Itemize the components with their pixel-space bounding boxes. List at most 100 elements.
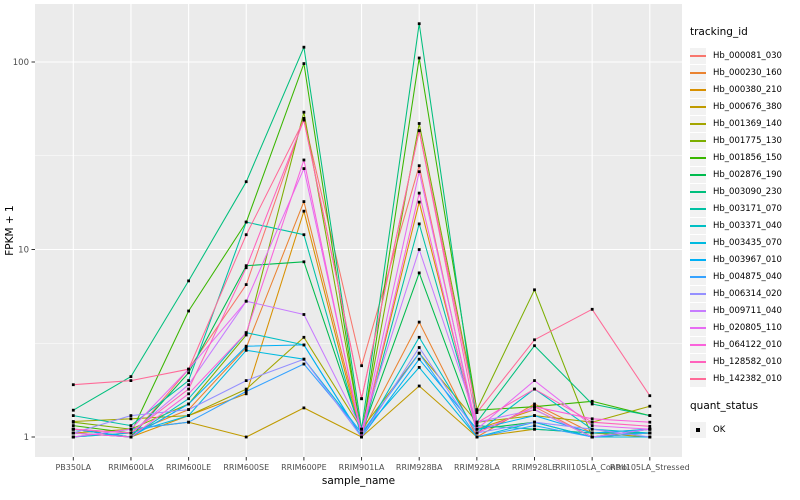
x-tick-label: RRIM928LE — [512, 463, 557, 472]
data-point — [187, 420, 190, 424]
data-point — [187, 392, 190, 396]
data-point — [533, 402, 536, 406]
data-point — [590, 307, 594, 311]
legend: tracking_id Hb_000081_030 Hb_000230_160 Hb… — [690, 0, 800, 438]
legend-label: Hb_000380_210 — [713, 84, 782, 95]
data-point — [475, 408, 479, 412]
data-point — [187, 414, 190, 417]
plot-panel — [35, 4, 682, 457]
data-point — [302, 62, 306, 65]
x-tick-label: RRIM928BA — [396, 463, 443, 472]
line-swatch-icon — [690, 156, 706, 159]
line-swatch-icon — [690, 173, 706, 176]
line-swatch-icon — [690, 224, 706, 227]
legend-key — [690, 302, 706, 319]
legend-key — [690, 149, 706, 166]
data-point — [244, 331, 248, 335]
legend-label: Hb_000230_160 — [713, 67, 782, 78]
x-tick-label: RRII105LA_Stressed — [610, 463, 690, 472]
data-point — [302, 200, 306, 203]
y-axis-title: FPKM + 1 — [4, 205, 16, 255]
data-point — [533, 338, 536, 342]
x-tick-label: RRIM600SE — [223, 463, 269, 472]
legend-key — [690, 234, 706, 251]
data-point — [244, 283, 248, 286]
x-tick-label: RRIM901LA — [339, 463, 385, 472]
legend-item-Hb_142382_010: Hb_142382_010 — [690, 370, 800, 387]
data-point — [187, 309, 190, 313]
legend-key — [690, 183, 706, 200]
legend-label-ok: OK — [713, 424, 726, 435]
legend-item-Hb_002876_190: Hb_002876_190 — [690, 166, 800, 183]
legend-title-tracking-id: tracking_id — [690, 26, 748, 38]
line-swatch-icon — [690, 343, 706, 346]
data-point — [302, 313, 306, 316]
data-point — [533, 408, 536, 411]
legend-item-Hb_001856_150: Hb_001856_150 — [690, 149, 800, 166]
legend-item-Hb_006314_020: Hb_006314_020 — [690, 285, 800, 302]
data-point — [244, 299, 248, 303]
legend-key — [690, 285, 706, 302]
data-point — [475, 431, 479, 435]
x-axis-title: sample_name — [322, 475, 395, 487]
legend-key — [690, 64, 706, 81]
legend-item-Hb_000081_030: Hb_000081_030 — [690, 47, 800, 64]
data-point — [129, 375, 133, 378]
legend-quant-status: quant_status OK — [690, 400, 800, 438]
data-point — [302, 167, 306, 170]
data-point — [302, 260, 306, 264]
legend-key — [690, 166, 706, 183]
legend-item-Hb_128582_010: Hb_128582_010 — [690, 353, 800, 370]
data-point — [533, 427, 536, 431]
data-point — [417, 222, 421, 226]
data-point — [417, 351, 421, 355]
data-point — [71, 427, 75, 431]
legend-label: Hb_003435_070 — [713, 237, 782, 248]
x-tick-label: RRIM600LE — [166, 463, 211, 472]
data-point — [187, 371, 190, 375]
data-point — [360, 364, 363, 368]
line-swatch-icon — [690, 54, 706, 57]
data-point — [475, 424, 479, 427]
line-swatch-icon — [690, 309, 706, 312]
data-point — [417, 320, 421, 324]
legend-key — [690, 81, 706, 98]
line-swatch-icon — [690, 360, 706, 363]
legend-key-ok — [690, 421, 706, 438]
data-point — [302, 110, 306, 114]
data-point — [244, 348, 248, 352]
data-point — [417, 191, 421, 195]
legend-label: Hb_003171_070 — [713, 203, 782, 214]
data-point — [417, 271, 421, 275]
data-point — [417, 200, 421, 204]
data-point — [590, 427, 594, 431]
line-swatch-icon — [690, 88, 706, 91]
data-point — [71, 424, 75, 427]
data-point — [244, 220, 248, 224]
data-point — [129, 379, 133, 382]
data-point — [360, 435, 363, 439]
data-point — [475, 427, 479, 431]
data-point — [302, 209, 306, 213]
line-swatch-icon — [690, 71, 706, 74]
x-tick-label: RRIM928LA — [454, 463, 500, 472]
line-swatch-icon — [690, 377, 706, 380]
data-point — [417, 357, 421, 361]
legend-item-Hb_003435_070: Hb_003435_070 — [690, 234, 800, 251]
legend-key — [690, 370, 706, 387]
data-point — [417, 22, 421, 26]
data-point — [71, 414, 75, 417]
data-point — [71, 408, 75, 412]
data-point — [187, 397, 190, 401]
data-point — [302, 343, 306, 347]
legend-item-Hb_020805_110: Hb_020805_110 — [690, 319, 800, 336]
legend-item-Hb_000676_380: Hb_000676_380 — [690, 98, 800, 115]
data-point — [187, 279, 190, 283]
data-point — [302, 158, 306, 162]
data-points — [71, 22, 652, 439]
legend-item-Hb_003967_010: Hb_003967_010 — [690, 251, 800, 268]
legend-key — [690, 319, 706, 336]
legend-label: Hb_004875_040 — [713, 271, 782, 282]
data-point — [590, 435, 594, 439]
data-point — [244, 266, 248, 270]
